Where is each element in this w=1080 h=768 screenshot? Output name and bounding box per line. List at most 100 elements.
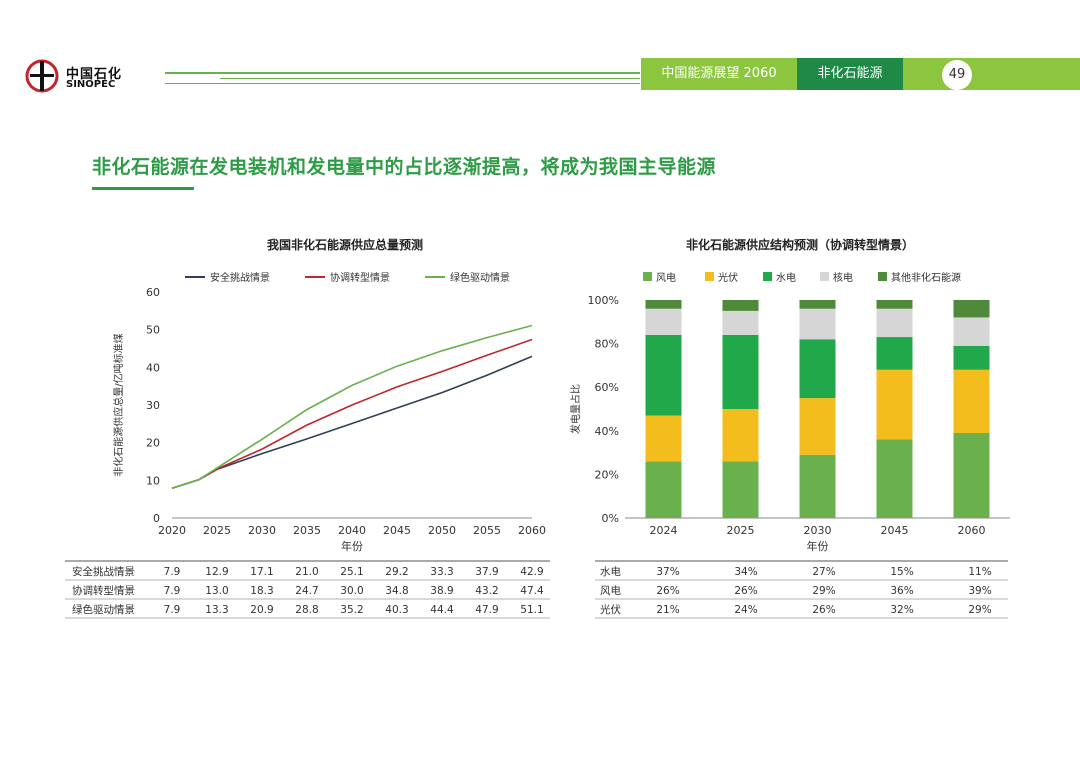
- legend-label: 风电: [656, 271, 676, 284]
- stacked-bar-chart-structure: 非化石能源供应结构预测（协调转型情景） 风电 光伏 水电 核电 其他非化石能源 0% 20% 4…: [569, 237, 1010, 553]
- x-tick-label: 2040: [338, 524, 366, 537]
- legend-label: 核电: [833, 271, 853, 284]
- left-table-cell: 47.4: [520, 585, 544, 597]
- right-table-cell: 37%: [656, 566, 679, 578]
- right-table-row-label: 光伏: [600, 603, 621, 616]
- right-table-cell: 36%: [890, 585, 913, 597]
- x-tick-label: 2055: [473, 524, 501, 537]
- x-tick-label: 2050: [428, 524, 456, 537]
- x-tick-label: 2060: [518, 524, 546, 537]
- bar-segment: [876, 369, 913, 440]
- left-table-row-label: 安全挑战情景: [72, 565, 135, 578]
- sinopec-logo: 中国石化 SINOPEC: [24, 58, 134, 94]
- bar-segment: [876, 300, 913, 309]
- logo-chinese-name: 中国石化: [66, 67, 123, 82]
- chart-title: 非化石能源供应结构预测（协调转型情景）: [686, 237, 914, 252]
- sinopec-emblem-icon: [25, 59, 59, 93]
- bar-segment: [876, 439, 913, 518]
- y-tick-label: 0: [153, 512, 160, 525]
- left-table-cell: 28.8: [295, 604, 318, 616]
- right-table-cell: 27%: [812, 566, 835, 578]
- legend-swatch: [763, 272, 772, 281]
- y-tick-label: 100%: [588, 294, 619, 307]
- left-table-cell: 29.2: [385, 566, 408, 578]
- section-tab: 非化石能源: [797, 58, 903, 90]
- series-line: [171, 355, 533, 489]
- bar-segment: [953, 317, 990, 346]
- y-tick-label: 80%: [595, 338, 619, 351]
- right-table-cell: 26%: [812, 604, 835, 616]
- x-tick-label: 2025: [727, 524, 755, 537]
- bar-segment: [876, 337, 913, 370]
- left-table-cell: 12.9: [205, 566, 228, 578]
- bar-segment: [799, 300, 836, 309]
- bar-segment: [722, 461, 759, 518]
- left-table-cell: 40.3: [385, 604, 408, 616]
- left-table-cell: 35.2: [340, 604, 363, 616]
- left-table-cell: 13.3: [205, 604, 228, 616]
- bar-segment: [953, 369, 990, 433]
- bar-segment: [722, 310, 759, 335]
- x-tick-label: 2030: [248, 524, 276, 537]
- legend-label: 水电: [776, 271, 796, 284]
- right-table-cell: 21%: [656, 604, 679, 616]
- x-axis-label: 年份: [341, 539, 363, 553]
- left-table-cell: 7.9: [164, 585, 181, 597]
- y-tick-label: 20%: [595, 468, 619, 481]
- left-table-cell: 7.9: [164, 604, 181, 616]
- right-table-cell: 26%: [734, 585, 757, 597]
- data-table-supply-total: 安全挑战情景 7.9 12.9 17.1 21.0 25.1 29.2 33.3 37.9 42.…: [65, 560, 550, 619]
- bar-segment: [799, 398, 836, 455]
- bar-segment: [953, 300, 990, 318]
- left-table-cell: 25.1: [340, 566, 363, 578]
- left-table-cell: 44.4: [430, 604, 454, 616]
- bar-segment: [722, 334, 759, 409]
- report-title-tab: 中国能源展望 2060: [641, 58, 797, 90]
- bar-segment: [953, 345, 990, 370]
- left-table-cell: 18.3: [250, 585, 273, 597]
- legend-swatch: [878, 272, 887, 281]
- left-table-cell: 30.0: [340, 585, 363, 597]
- right-table-cell: 15%: [890, 566, 913, 578]
- legend-label: 其他非化石能源: [891, 271, 961, 284]
- left-table-cell: 38.9: [430, 585, 453, 597]
- x-tick-label: 2020: [158, 524, 186, 537]
- headline-underline: [92, 187, 194, 190]
- right-table-cell: 34%: [734, 566, 757, 578]
- left-table-cell: 13.0: [205, 585, 228, 597]
- x-tick-label: 2030: [804, 524, 832, 537]
- page-number-tab: [903, 58, 1080, 90]
- y-tick-label: 40%: [595, 425, 619, 438]
- right-table-cell: 26%: [656, 585, 679, 597]
- bar-segment: [722, 409, 759, 462]
- x-tick-label: 2045: [383, 524, 411, 537]
- bar-segment: [799, 454, 836, 518]
- x-tick-label: 2024: [650, 524, 678, 537]
- bar-segment: [953, 432, 990, 518]
- left-table-row-label: 绿色驱动情景: [72, 603, 135, 616]
- header-rule-top: [165, 72, 640, 74]
- y-axis-label: 非化石能源供应总量/亿吨标准煤: [112, 333, 125, 476]
- left-table-cell: 21.0: [295, 566, 318, 578]
- legend-label: 绿色驱动情景: [450, 271, 510, 284]
- bar-segment: [645, 415, 682, 462]
- left-table-cell: 20.9: [250, 604, 273, 616]
- left-table-cell: 24.7: [295, 585, 318, 597]
- x-axis-label: 年份: [807, 539, 829, 553]
- bar-segment: [876, 308, 913, 338]
- legend-label: 安全挑战情景: [210, 271, 270, 284]
- series-line: [171, 324, 533, 489]
- left-table-cell: 34.8: [385, 585, 408, 597]
- x-tick-label: 2045: [881, 524, 909, 537]
- y-tick-label: 60%: [595, 381, 619, 394]
- right-table-cell: 32%: [890, 604, 913, 616]
- y-tick-label: 50: [146, 324, 160, 337]
- page-number: 49: [942, 60, 972, 90]
- x-tick-label: 2035: [293, 524, 321, 537]
- header-rule-middle: [220, 78, 640, 79]
- bar-segment: [645, 461, 682, 518]
- y-tick-label: 20: [146, 437, 160, 450]
- left-table-cell: 37.9: [475, 566, 498, 578]
- left-table-cell: 33.3: [430, 566, 453, 578]
